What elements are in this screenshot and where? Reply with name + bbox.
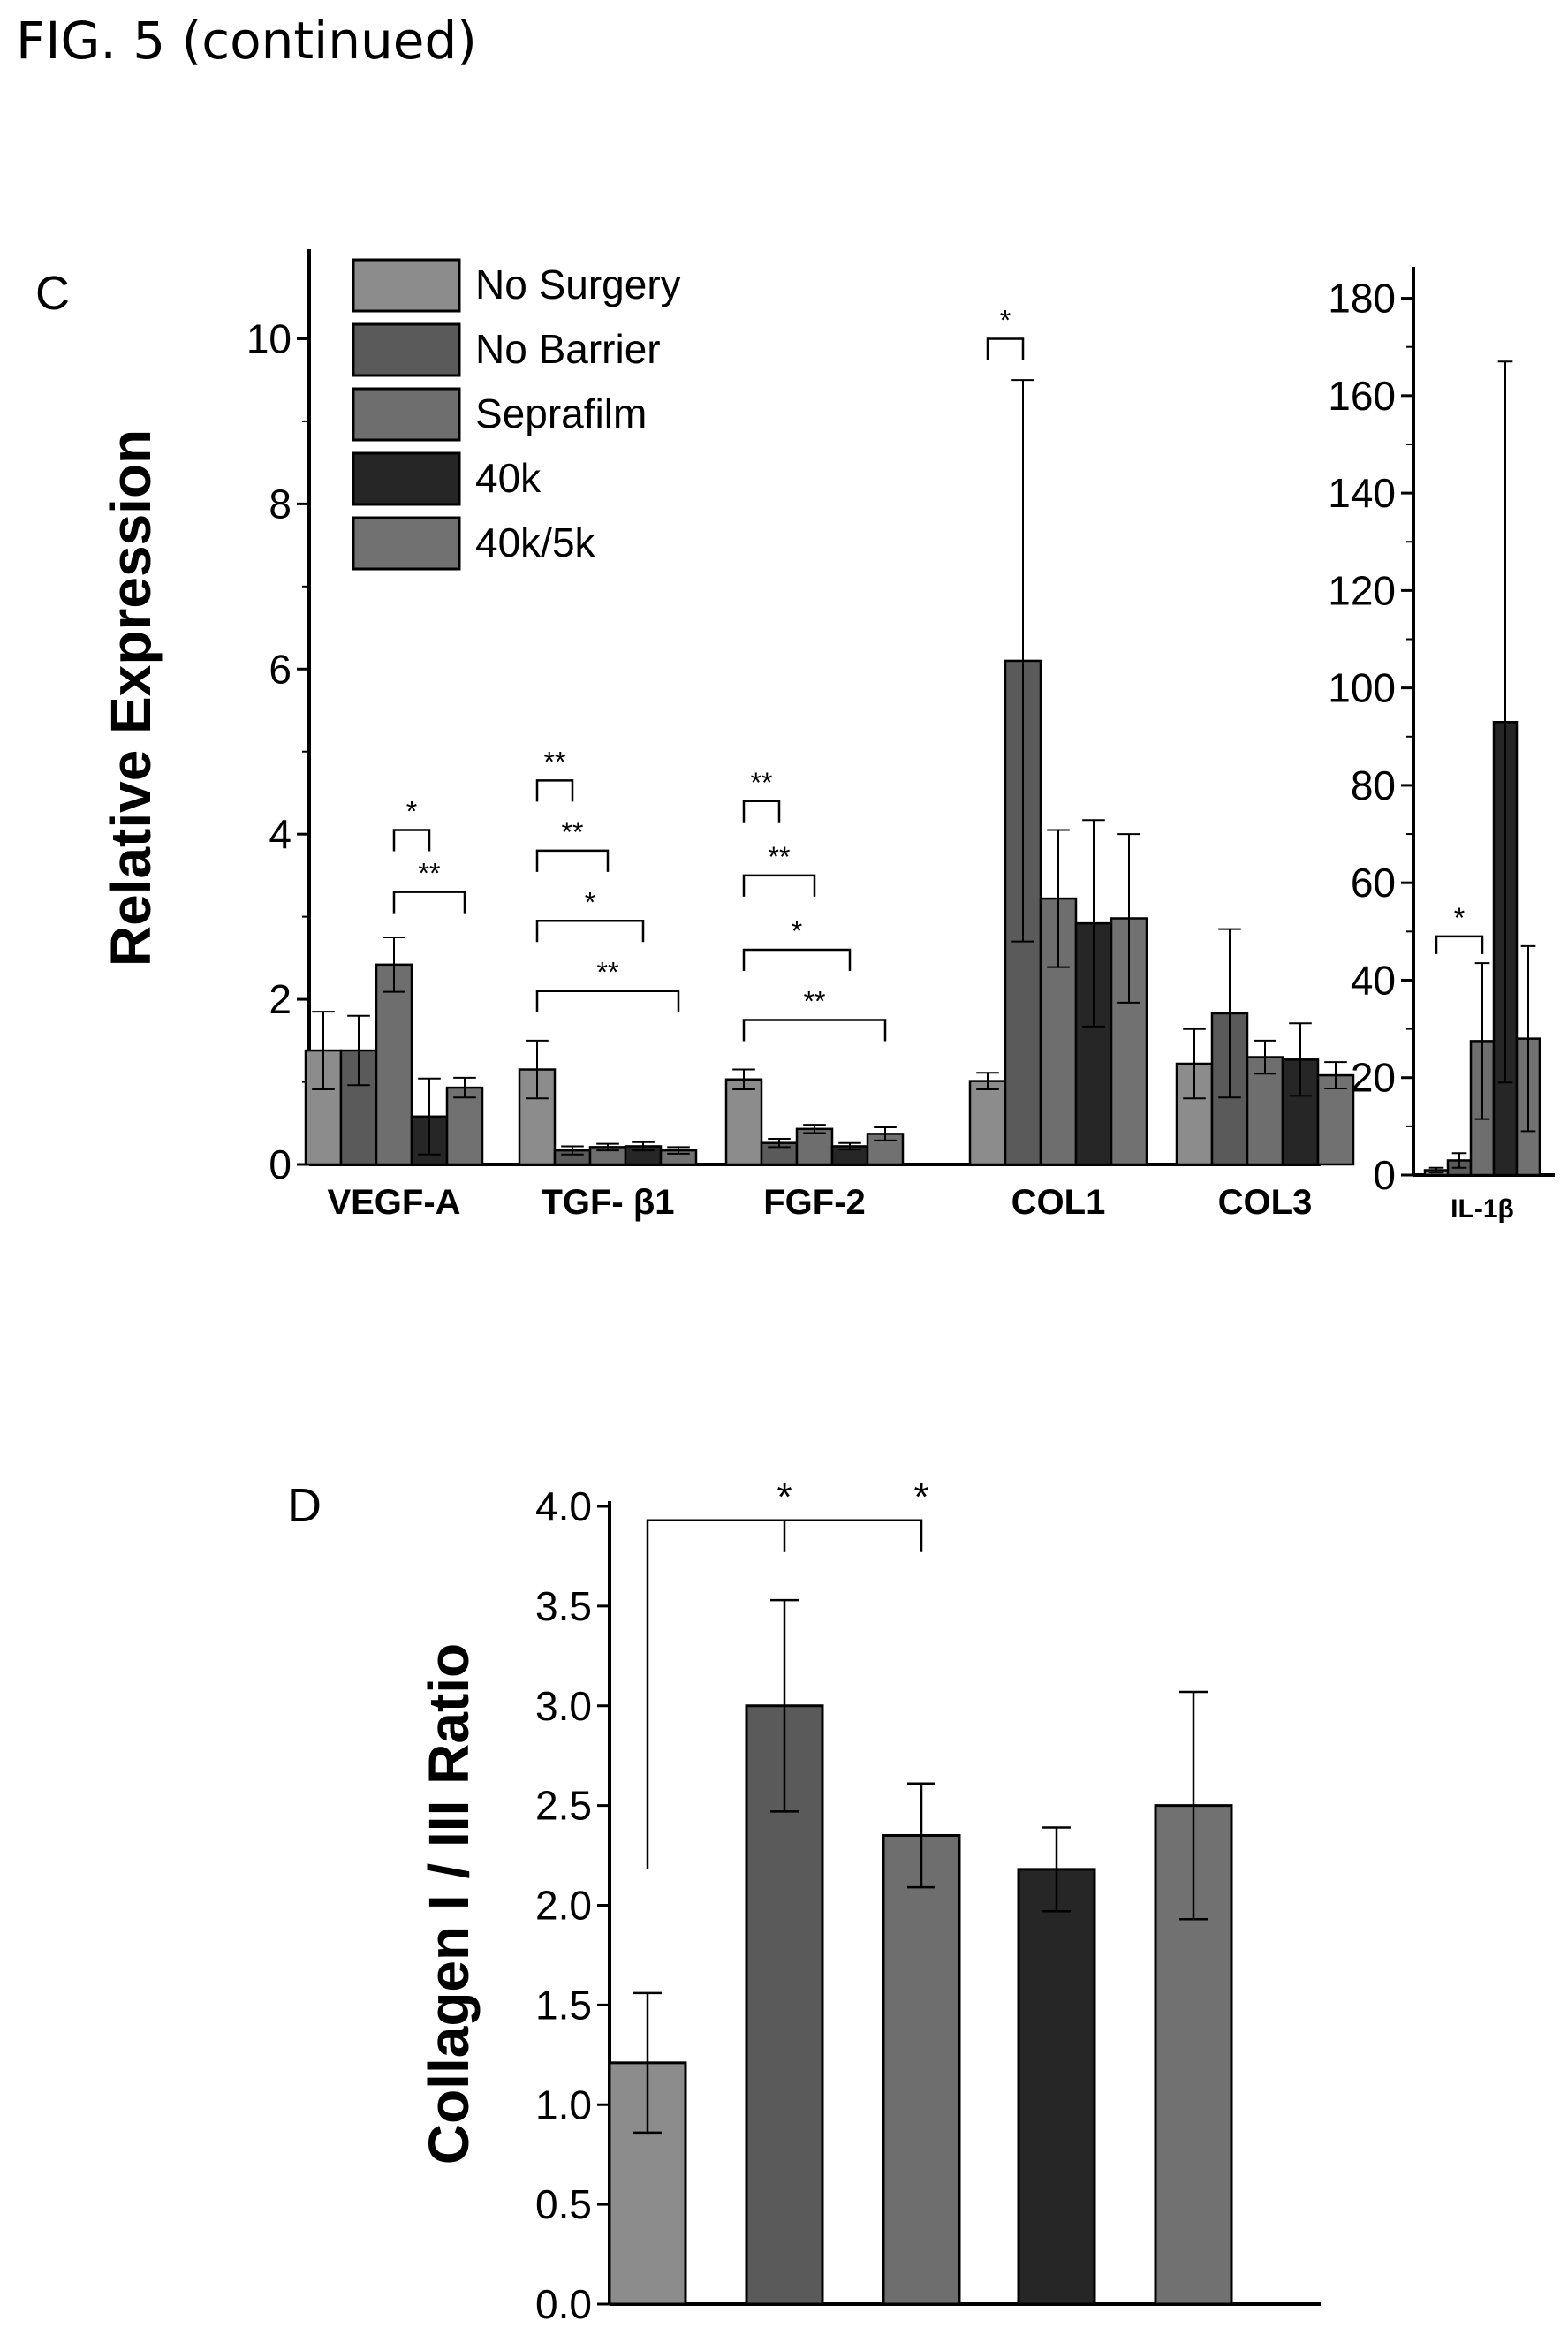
y-tick-label: 120 (1328, 567, 1396, 613)
y-tick-label: 3.0 (535, 1683, 592, 1729)
significance-bracket (986, 337, 1025, 360)
significance-label: * (1454, 902, 1465, 934)
significance-bracket (392, 891, 466, 914)
significance-label: * (585, 886, 595, 918)
bar-no-surgery-fgf-2 (724, 1078, 763, 1166)
y-tick-label: 0.5 (535, 2181, 592, 2227)
legend-label-no-barrier: No Barrier (475, 326, 661, 372)
legend-swatch-40k-5k (352, 516, 461, 571)
y-tick-label: 80 (1351, 762, 1396, 808)
y-tick-label: 2.0 (535, 1883, 592, 1929)
significance-bracket (742, 1019, 887, 1042)
y-tick-label: 3.5 (535, 1583, 592, 1629)
x-category-label: FGF-2 (763, 1183, 866, 1222)
y-tick-label: 0.0 (535, 2281, 592, 2327)
significance-label: * (1000, 304, 1011, 336)
significance-bracket (535, 849, 610, 872)
y-tick-label: 180 (1328, 276, 1396, 322)
x-category-label: VEGF-A (327, 1183, 460, 1222)
significance-bracket (535, 779, 574, 802)
y-tick-label: 100 (1328, 665, 1396, 711)
y-tick-label: 4 (269, 811, 292, 857)
bar-40k (1017, 1868, 1096, 2306)
y-tick-label: 160 (1328, 373, 1396, 419)
bar-seprafilm-fgf-2 (795, 1127, 834, 1166)
panel-label: D (287, 1479, 322, 1532)
y-tick-label: 0 (269, 1141, 292, 1187)
y-axis-label: Relative Expression (99, 429, 163, 967)
chart-c-relative-expression: 0 2 4 6 8 10 Relative Expression C VEGF-A TGF- β1… (35, 249, 1355, 1222)
significance-label: ** (562, 816, 584, 848)
bar-seprafilm (882, 1833, 961, 2306)
legend-swatch-seprafilm (352, 387, 461, 442)
significance-label: ** (544, 746, 566, 777)
significance-bracket (1435, 935, 1484, 954)
y-tick-label: 2 (269, 976, 292, 1022)
y-tick-label: 0 (1373, 1152, 1396, 1198)
legend-label-no-surgery: No Surgery (475, 262, 681, 307)
bar-40k-5k-col3 (1316, 1073, 1355, 1166)
legend-label-seprafilm: Seprafilm (475, 391, 647, 436)
y-tick-label: 60 (1351, 860, 1396, 906)
chart-d-collagen-ratio: 0.0 0.5 1.0 1.5 2.0 2.5 3.0 3.5 4.0 Collagen I / … (287, 1475, 1321, 2327)
significance-bracket (742, 948, 852, 972)
significance-label: ** (419, 858, 441, 890)
panel-label: C (35, 267, 70, 320)
significance-bracket (742, 874, 816, 897)
y-tick-label: 140 (1328, 470, 1396, 516)
significance-bracket (535, 920, 645, 943)
bar-seprafilm-vegf-a (375, 963, 413, 1166)
legend-label-40k-5k: 40k/5k (475, 519, 596, 565)
bar-40k-5k-vegf-a (445, 1086, 484, 1166)
y-tick-label: 40 (1351, 957, 1396, 1003)
y-tick-label: 8 (269, 481, 292, 527)
y-tick-label: 4.0 (535, 1483, 592, 1529)
significance-label: * (792, 915, 802, 947)
significance-label: ** (597, 957, 619, 989)
y-axis-label: Collagen I / III Ratio (417, 1643, 481, 2165)
x-category-label: IL-1β (1451, 1194, 1514, 1224)
bar-no-surgery-col1 (968, 1080, 1007, 1166)
significance-bracket (392, 829, 431, 852)
legend-swatch-40k (352, 451, 461, 506)
significance-label: * (776, 1475, 792, 1519)
y-tick-label: 2.5 (535, 1783, 592, 1829)
y-tick-label: 10 (246, 315, 292, 361)
figure-caption: FIG. 5 (continued) (16, 11, 477, 71)
legend-swatch-no-barrier (352, 322, 461, 377)
x-category-label: COL1 (1011, 1183, 1106, 1222)
chart-il1b: 0 20 40 60 80 100 120 140 160 180 IL-1β * (1328, 267, 1555, 1224)
y-tick-label: 20 (1351, 1055, 1396, 1101)
significance-bracket (742, 800, 781, 823)
y-tick-label: 1.0 (535, 2082, 592, 2127)
significance-bracket (535, 990, 680, 1012)
x-category-label: COL3 (1218, 1183, 1313, 1222)
bar-no-surgery-vegf-a (304, 1049, 343, 1166)
significance-label: ** (769, 841, 791, 873)
significance-label: * (406, 796, 417, 828)
significance-label: * (913, 1475, 928, 1519)
x-category-label: TGF- β1 (541, 1183, 674, 1222)
significance-label: ** (751, 767, 773, 799)
y-tick-label: 1.5 (535, 1982, 592, 2028)
significance-bracket (646, 1519, 923, 1869)
y-tick-label: 6 (269, 646, 292, 692)
legend-label-40k: 40k (475, 455, 542, 501)
significance-label: ** (804, 985, 826, 1017)
legend-swatch-no-surgery (352, 258, 461, 313)
